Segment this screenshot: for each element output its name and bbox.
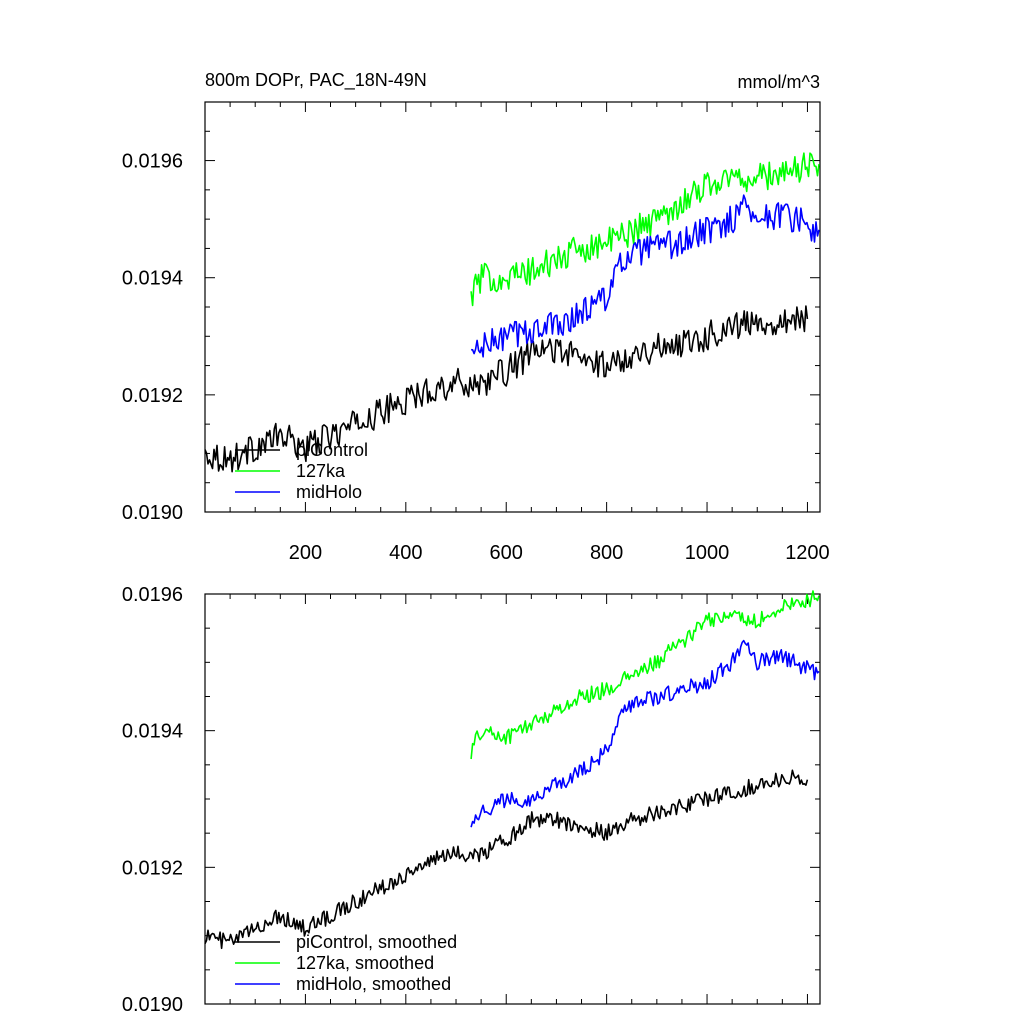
y-tick-label: 0.0190 <box>122 502 183 524</box>
legend-label: piControl <box>296 440 368 460</box>
legend-label: midHolo, smoothed <box>296 974 451 994</box>
x-tick-labels-top: 200 400 600 800 1000 1200 <box>289 542 830 564</box>
y-tick-label: 0.0194 <box>122 721 183 743</box>
y-tick-labels-top: 0.0190 0.0192 0.0194 0.0196 <box>122 151 183 524</box>
series-group-bottom <box>204 590 820 950</box>
x-tick-label: 800 <box>590 542 623 564</box>
y-tick-label: 0.0196 <box>122 151 183 173</box>
legend-label: 127ka <box>296 461 346 481</box>
series-line <box>470 590 820 760</box>
panel-bottom: 0.0190 0.0192 0.0194 0.0196 piControl, smoo… <box>122 584 821 1016</box>
y-tick-labels-bottom: 0.0190 0.0192 0.0194 0.0196 <box>122 584 183 1016</box>
x-tick-label: 400 <box>389 542 422 564</box>
x-tick-label: 1000 <box>685 542 730 564</box>
series-line <box>204 305 809 473</box>
y-tick-label: 0.0192 <box>122 385 183 407</box>
x-tick-label: 600 <box>490 542 523 564</box>
x-tick-label: 1200 <box>785 542 830 564</box>
chart-title: 800m DOPr, PAC_18N-49N <box>205 70 427 91</box>
x-tick-label: 200 <box>289 542 322 564</box>
units-label: mmol/m^3 <box>738 72 820 92</box>
panel-top: 800m DOPr, PAC_18N-49N mmol/m^3 0.01900.… <box>122 70 830 564</box>
y-tick-label: 0.0194 <box>122 268 183 290</box>
series-line <box>471 194 820 358</box>
legend-label: midHolo <box>296 482 362 502</box>
y-tick-label: 0.0192 <box>122 857 183 879</box>
axis-ticks-top <box>205 102 820 513</box>
legend-label: 127ka, smoothed <box>296 953 434 973</box>
legend-label: piControl, smoothed <box>296 932 457 952</box>
series-group-top <box>204 152 820 473</box>
series-line <box>470 639 820 828</box>
y-tick-label: 0.0190 <box>122 994 183 1016</box>
y-tick-label: 0.0196 <box>122 584 183 606</box>
series-line <box>470 152 820 307</box>
series-line <box>204 769 809 950</box>
